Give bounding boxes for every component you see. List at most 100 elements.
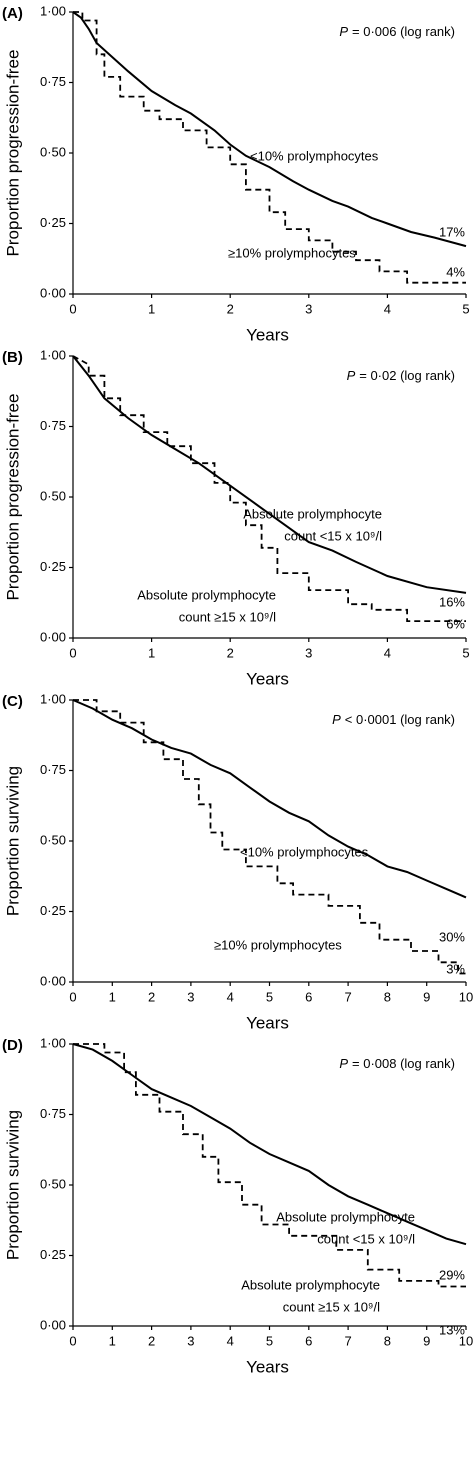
y-tick-label: 1·00 (40, 1035, 66, 1050)
survival-curve (72, 11, 467, 248)
chart-panel: (D) 0·00 0·25 0·50 0·75 1·00 0 1 2 3 4 5 6 7 8 9 10 Years… (2, 1035, 473, 1376)
end-label: 13% (439, 1322, 465, 1337)
x-tick-label: 3 (305, 301, 312, 316)
x-tick-label: 7 (344, 1333, 351, 1348)
x-tick-label: 6 (305, 989, 312, 1004)
end-label: 29% (439, 1267, 465, 1282)
chart-panel: (A) 0·00 0·25 0·50 0·75 1·00 0 1 2 3 4 5 Years Propor… (2, 3, 470, 344)
x-tick-label: 0 (69, 1333, 76, 1348)
x-tick-label: 5 (266, 1333, 273, 1348)
curve-label: ≥10% prolymphocytes (228, 245, 356, 260)
p-symbol: P (339, 24, 348, 39)
x-tick-label: 2 (148, 989, 155, 1004)
survival-curve (72, 355, 466, 622)
y-axis-title: Proportion progression-free (3, 50, 22, 257)
y-tick-label: 0·75 (40, 74, 66, 89)
x-tick-label: 8 (384, 989, 391, 1004)
chart-panel: (B) 0·00 0·25 0·50 0·75 1·00 0 1 2 3 4 5 Years Propor… (2, 347, 470, 688)
curve-label: Absolute prolymphocyte (276, 1209, 415, 1224)
y-tick-label: 0·50 (40, 144, 66, 159)
y-tick-label: 1·00 (40, 3, 66, 18)
y-tick-label: 0·75 (40, 762, 66, 777)
x-axis-title: Years (246, 669, 289, 688)
end-label: 16% (439, 594, 465, 609)
x-tick-label: 6 (305, 1333, 312, 1348)
curve-label: Absolute prolymphocyte (137, 587, 276, 602)
survival-curve (72, 355, 467, 594)
curve-label: count ≥15 x 10⁹/l (179, 609, 276, 624)
x-tick-label: 0 (69, 301, 76, 316)
y-tick-label: 0·50 (40, 832, 66, 847)
x-axis-title: Years (246, 1013, 289, 1032)
curve-label: ≥10% prolymphocytes (214, 937, 342, 952)
y-tick-label: 0·00 (40, 973, 66, 988)
x-tick-label: 2 (227, 301, 234, 316)
p-text: = 0·02 (log rank) (359, 368, 455, 383)
x-axis-title: Years (246, 1357, 289, 1376)
y-tick-label: 0·25 (40, 559, 66, 574)
panel-label: (D) (2, 1037, 23, 1054)
panel-label: (B) (2, 349, 23, 366)
survival-curve (72, 1043, 467, 1246)
x-tick-label: 5 (462, 645, 469, 660)
x-tick-label: 4 (227, 989, 234, 1004)
p-value-note: P = 0·02 (log rank) (347, 368, 455, 383)
curve-label: <10% prolymphocytes (240, 844, 369, 859)
p-value-note: P = 0·008 (log rank) (339, 1056, 455, 1071)
curve-label: Absolute prolymphocyte (241, 1277, 380, 1292)
x-tick-label: 1 (109, 989, 116, 1004)
p-symbol: P (347, 368, 356, 383)
y-tick-label: 0·00 (40, 629, 66, 644)
x-tick-label: 9 (423, 989, 430, 1004)
x-tick-label: 7 (344, 989, 351, 1004)
end-label: 30% (439, 929, 465, 944)
end-label: 4% (446, 264, 465, 279)
y-tick-label: 0·75 (40, 1106, 66, 1121)
x-tick-label: 0 (69, 645, 76, 660)
y-tick-label: 0·25 (40, 903, 66, 918)
p-symbol: P (339, 1056, 348, 1071)
x-tick-label: 1 (109, 1333, 116, 1348)
x-tick-label: 3 (187, 1333, 194, 1348)
x-tick-label: 5 (266, 989, 273, 1004)
y-tick-label: 0·50 (40, 488, 66, 503)
p-text: < 0·0001 (log rank) (345, 712, 455, 727)
curve-label: count <15 x 10⁹/l (317, 1231, 415, 1246)
panel-label: (C) (2, 693, 23, 710)
y-tick-label: 0·00 (40, 285, 66, 300)
y-tick-label: 1·00 (40, 691, 66, 706)
x-axis-title: Years (246, 325, 289, 344)
y-tick-label: 0·25 (40, 1247, 66, 1262)
chart-panel: (C) 0·00 0·25 0·50 0·75 1·00 0 1 2 3 4 5 6 7 8 9 10 Years… (2, 691, 473, 1032)
y-tick-label: 1·00 (40, 347, 66, 362)
end-label: 17% (439, 224, 465, 239)
x-tick-label: 1 (148, 645, 155, 660)
y-axis-title: Proportion surviving (3, 1110, 22, 1260)
y-tick-label: 0·50 (40, 1176, 66, 1191)
x-tick-label: 10 (459, 1333, 473, 1348)
x-tick-label: 3 (305, 645, 312, 660)
x-tick-label: 1 (148, 301, 155, 316)
x-tick-label: 4 (384, 645, 391, 660)
survival-curve (73, 1043, 466, 1288)
survival-curve (72, 699, 467, 899)
p-value-note: P < 0·0001 (log rank) (332, 712, 455, 727)
end-label: 3% (446, 961, 465, 976)
p-symbol: P (332, 712, 341, 727)
x-tick-label: 10 (459, 989, 473, 1004)
curve-label: <10% prolymphocytes (250, 148, 379, 163)
x-tick-label: 4 (384, 301, 391, 316)
p-text: = 0·008 (log rank) (352, 1056, 455, 1071)
x-tick-label: 5 (462, 301, 469, 316)
curve-label: count <15 x 10⁹/l (284, 528, 382, 543)
panel-label: (A) (2, 5, 23, 22)
x-tick-label: 9 (423, 1333, 430, 1348)
p-value-note: P = 0·006 (log rank) (339, 24, 455, 39)
y-tick-label: 0·00 (40, 1317, 66, 1332)
x-tick-label: 3 (187, 989, 194, 1004)
y-axis-title: Proportion surviving (3, 766, 22, 916)
x-tick-label: 2 (148, 1333, 155, 1348)
y-axis-title: Proportion progression-free (3, 394, 22, 601)
x-tick-label: 2 (227, 645, 234, 660)
